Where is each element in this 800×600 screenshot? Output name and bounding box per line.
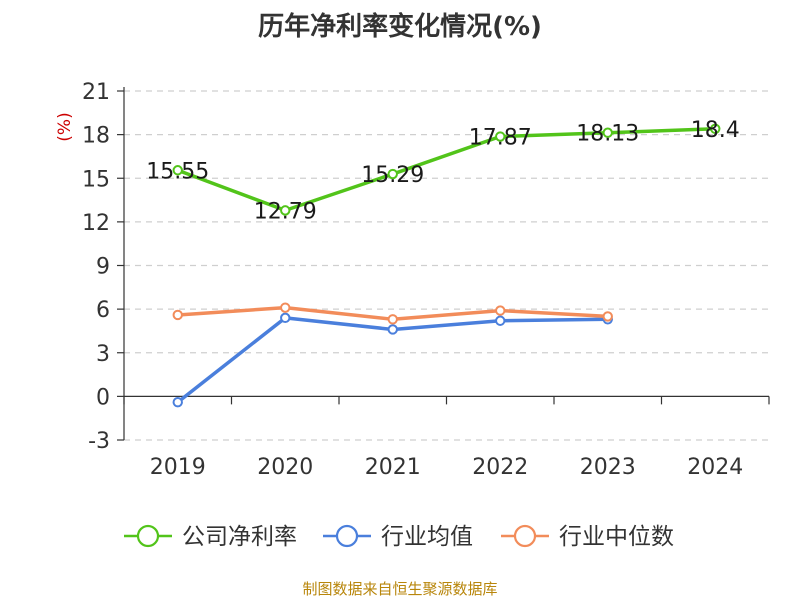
y-axis-title: (%)	[55, 112, 75, 141]
data-point[interactable]	[387, 314, 398, 325]
x-tick-label: 2020	[257, 455, 313, 480]
y-tick-label: 12	[82, 211, 110, 236]
data-point[interactable]	[280, 205, 291, 216]
legend-marker	[136, 524, 160, 548]
data-label: 15.29	[361, 163, 424, 188]
y-tick-label: 0	[96, 385, 110, 410]
y-tick-label: 15	[82, 167, 110, 192]
x-tick-label: 2021	[365, 455, 421, 480]
legend-item[interactable]: 行业中位数	[501, 524, 674, 550]
data-label: 18.13	[576, 122, 639, 147]
series-group	[172, 123, 721, 408]
legend-item[interactable]: 公司净利率	[124, 524, 297, 550]
legend-marker	[335, 524, 359, 548]
legend-label: 行业均值	[381, 524, 473, 550]
data-point[interactable]	[172, 165, 183, 176]
y-tick-label: 6	[96, 298, 110, 323]
data-point[interactable]	[387, 168, 398, 180]
data-point[interactable]	[602, 127, 613, 138]
data-point[interactable]	[495, 305, 506, 316]
y-tick-label: -3	[88, 429, 110, 454]
x-tick-label: 2024	[687, 455, 743, 480]
data-point[interactable]	[172, 309, 183, 321]
y-tick-label: 21	[82, 80, 110, 105]
grid-lines	[124, 90, 769, 441]
data-point[interactable]	[495, 315, 506, 326]
series-line	[176, 127, 717, 213]
legend-item[interactable]: 行业均值	[323, 524, 473, 550]
data-label: 18.4	[691, 118, 740, 143]
data-labels: 15.55 12.79 15.29 17.87 18.13 18.4	[146, 118, 739, 225]
data-label: 17.87	[469, 126, 532, 151]
axes: -3 0 3 6 9 12 15 18 21 2019 2020 2021 2022 2023 2024 (%…	[55, 80, 770, 480]
x-tick-label: 2022	[472, 455, 528, 480]
y-tick-label: 9	[96, 255, 110, 280]
data-point[interactable]	[602, 311, 613, 322]
chart-title: 历年净利率变化情况(%)	[258, 12, 542, 42]
y-tick-label: 18	[82, 124, 110, 149]
legend-label: 行业中位数	[559, 524, 674, 550]
source-note: 制图数据来自恒生聚源数据库	[302, 580, 498, 598]
x-tick-label: 2023	[580, 455, 636, 480]
data-point[interactable]	[495, 131, 506, 142]
data-point[interactable]	[280, 312, 291, 324]
x-tick-label: 2019	[150, 455, 206, 480]
data-point[interactable]	[710, 123, 721, 135]
data-point[interactable]	[280, 302, 291, 313]
data-point[interactable]	[387, 324, 398, 335]
legend-label: 公司净利率	[182, 524, 297, 550]
data-label: 15.55	[146, 159, 209, 184]
data-point[interactable]	[172, 396, 183, 408]
legend-marker	[513, 524, 537, 548]
legend[interactable]: 公司净利率 行业均值 行业中位数	[124, 524, 674, 550]
y-tick-label: 3	[96, 342, 110, 367]
data-label: 12.79	[254, 199, 317, 224]
